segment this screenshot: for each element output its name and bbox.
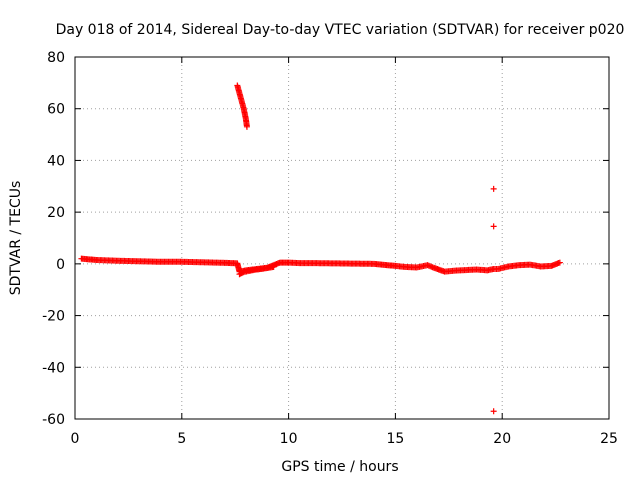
- data-point: [490, 185, 497, 192]
- y-tick-label: 40: [47, 153, 65, 169]
- data-point: [556, 259, 563, 266]
- y-tick-label: -40: [42, 360, 65, 376]
- x-tick-label: 10: [280, 431, 298, 447]
- y-tick-label: -60: [42, 412, 65, 428]
- data-points: [78, 82, 563, 415]
- data-point: [243, 123, 250, 130]
- x-tick-label: 0: [71, 431, 80, 447]
- y-tick-label: -20: [42, 309, 65, 325]
- y-tick-label: 0: [56, 257, 65, 273]
- x-tick-label: 5: [177, 431, 186, 447]
- plot-frame: [74, 56, 610, 420]
- data-point: [490, 408, 497, 415]
- data-point: [490, 223, 497, 230]
- x-tick-label: 25: [600, 431, 618, 447]
- x-axis-label: GPS time / hours: [281, 459, 398, 475]
- chart-title: Day 018 of 2014, Sidereal Day-to-day VTE…: [56, 22, 625, 38]
- x-tick-label: 20: [493, 431, 511, 447]
- y-tick-label: 80: [47, 50, 65, 66]
- y-tick-label: 60: [47, 102, 65, 118]
- y-axis-label: SDTVAR / TECUs: [8, 181, 24, 296]
- plot-border: [74, 56, 610, 420]
- x-tick-label: 15: [386, 431, 404, 447]
- grid-lines: [75, 57, 609, 419]
- y-tick-label: 20: [47, 205, 65, 221]
- axis-ticks: 0 5 10 15 20 25 -60 -40 -20 0 20 40 60 80: [42, 50, 618, 447]
- data-point: [270, 263, 277, 270]
